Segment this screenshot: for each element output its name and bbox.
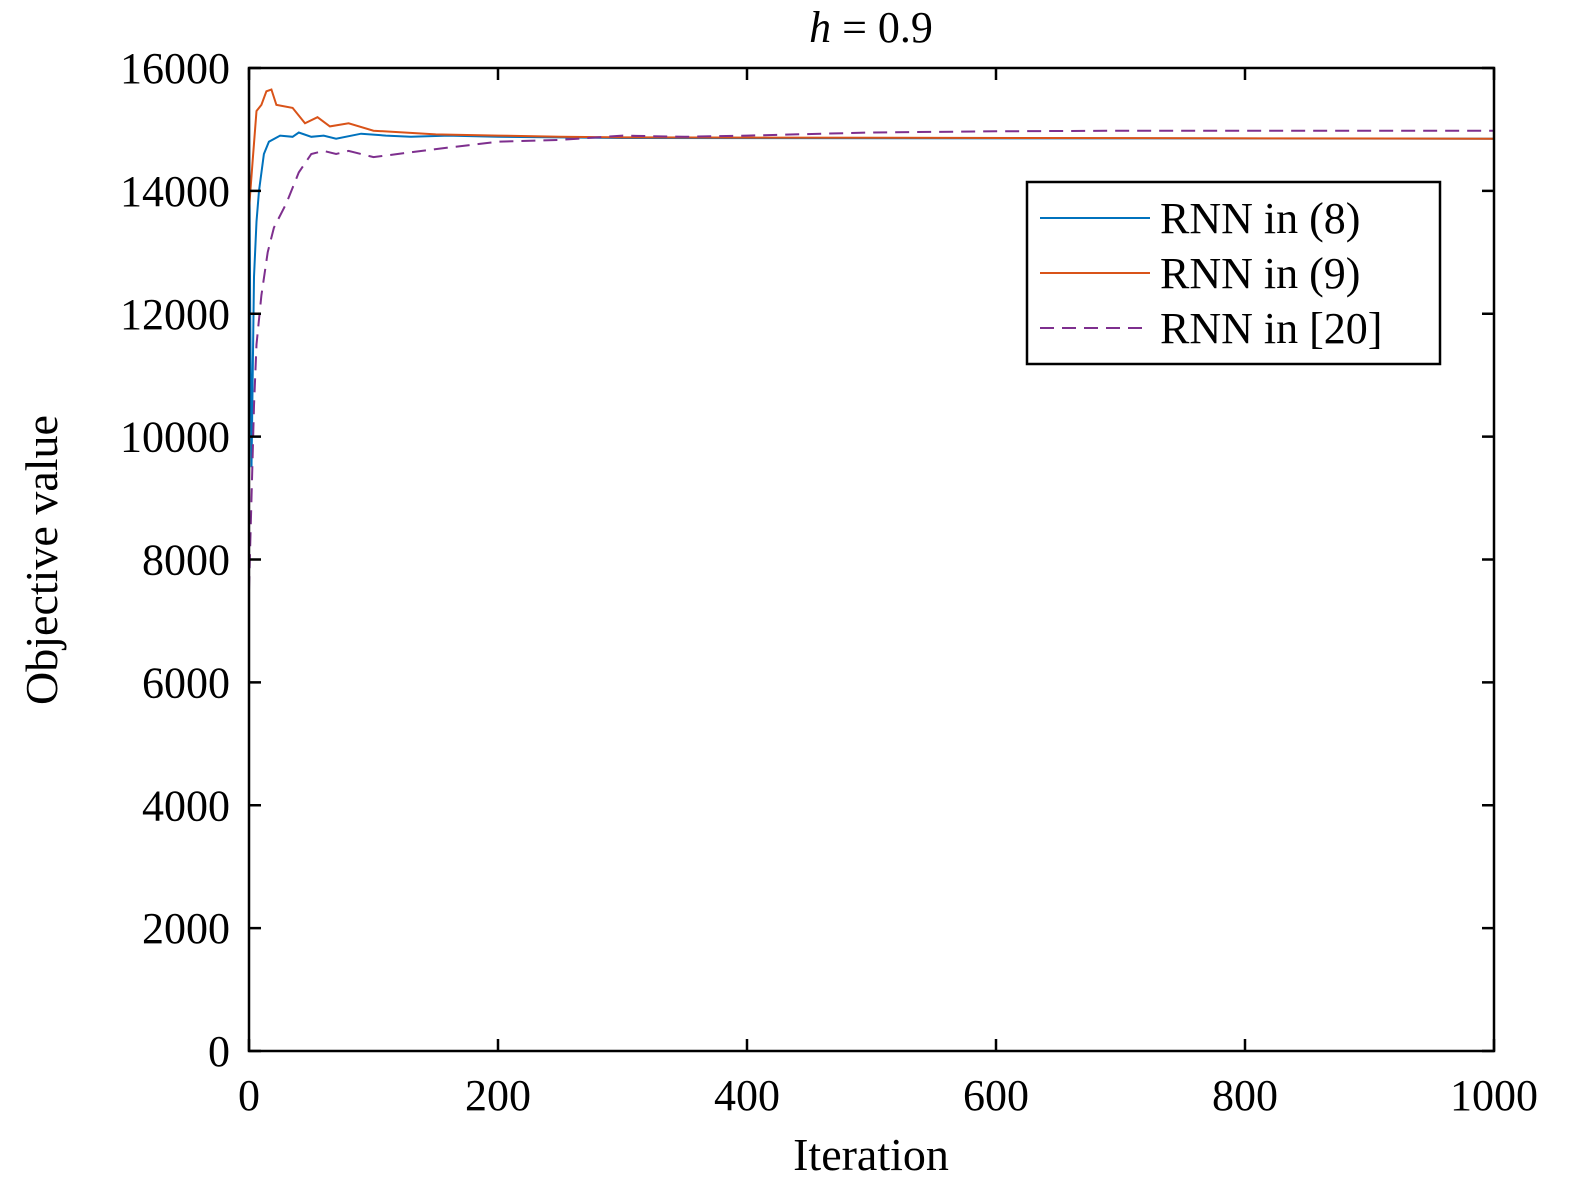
y-tick-label: 2000 (142, 904, 230, 953)
x-axis-label: Iteration (793, 1129, 949, 1180)
series-line-1 (248, 92, 1495, 1051)
x-tick-label: 600 (963, 1071, 1029, 1120)
y-tick-label: 0 (208, 1027, 230, 1076)
title-variable: h (809, 3, 831, 52)
y-tick-label: 12000 (120, 290, 230, 339)
x-tick-label: 200 (465, 1071, 531, 1120)
chart-title: h = 0.9 (809, 3, 933, 52)
title-value: = 0.9 (831, 3, 933, 52)
y-tick-label: 8000 (142, 536, 230, 585)
y-tick-label: 16000 (120, 44, 230, 93)
legend: RNN in (8) RNN in (9) RNN in [20] (1025, 180, 1442, 366)
legend-label: RNN in (9) (1160, 249, 1360, 298)
series-line-3 (248, 129, 1495, 1051)
series-layer (248, 88, 1495, 1051)
series-line-2 (248, 88, 1495, 1051)
legend-label: RNN in [20] (1160, 304, 1382, 353)
y-tick-label: 14000 (120, 167, 230, 216)
y-tick-label: 10000 (120, 413, 230, 462)
x-tick-label: 400 (714, 1071, 780, 1120)
ticks-layer: 0 200 400 600 800 100002000400060008000100001… (120, 44, 1538, 1120)
legend-label: RNN in (8) (1160, 194, 1360, 243)
x-tick-label: 0 (238, 1071, 260, 1120)
x-tick-label: 1000 (1450, 1071, 1538, 1120)
y-tick-label: 6000 (142, 658, 230, 707)
x-tick-label: 800 (1212, 1071, 1278, 1120)
y-axis-label: Objective value (16, 415, 67, 705)
y-tick-label: 4000 (142, 781, 230, 830)
